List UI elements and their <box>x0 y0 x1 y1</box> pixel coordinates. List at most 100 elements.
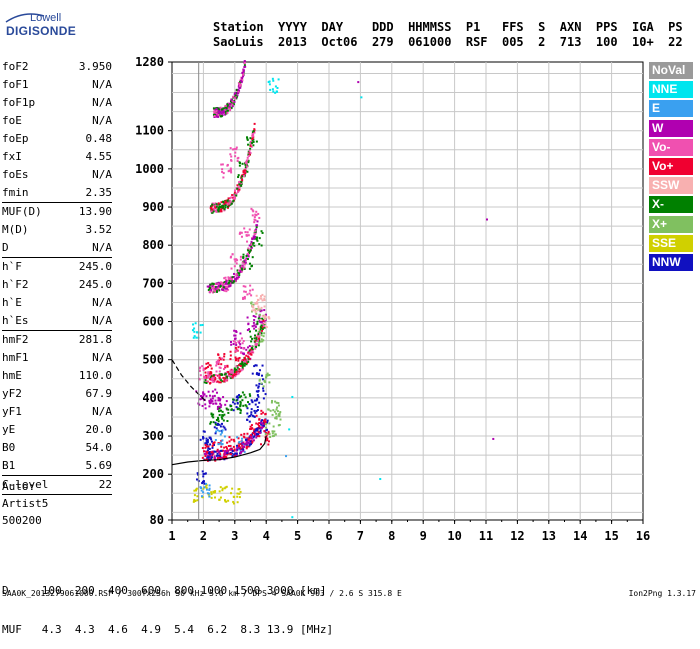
echo-point <box>236 446 239 449</box>
echo-point <box>247 415 250 418</box>
echo-point <box>240 369 243 372</box>
echo-point <box>242 296 245 299</box>
echo-point <box>265 432 268 435</box>
echo-point <box>209 421 212 424</box>
legend-item-ssw: SSW <box>649 177 693 195</box>
echo-point <box>205 380 208 383</box>
echo-point <box>255 301 258 304</box>
echo-point <box>246 407 249 410</box>
echo-point <box>204 403 207 406</box>
echo-point <box>216 457 219 460</box>
echo-point <box>219 402 222 405</box>
echo-point <box>257 337 260 340</box>
echo-point <box>224 455 227 458</box>
echo-point <box>234 342 237 345</box>
echo-point <box>248 349 251 352</box>
echo-point <box>258 313 261 316</box>
echo-point <box>214 432 217 435</box>
version-label: Ion2Png 1.3.17 <box>628 589 696 598</box>
echo-point <box>204 407 207 410</box>
echo-point <box>255 210 258 213</box>
echo-point <box>236 492 239 495</box>
echo-point <box>208 285 211 288</box>
echo-point <box>214 378 217 381</box>
echo-point <box>255 337 258 340</box>
echo-point <box>243 66 246 69</box>
echo-point <box>216 114 219 117</box>
echo-point <box>256 236 259 239</box>
param-name: B1 <box>2 459 16 472</box>
echo-point <box>255 364 258 367</box>
echo-point <box>203 381 206 384</box>
echo-point <box>241 441 244 444</box>
echo-point <box>236 395 239 398</box>
echo-point <box>219 398 222 401</box>
legend-item-vominus: Vo- <box>649 138 693 156</box>
echo-point <box>247 153 250 156</box>
echo-point <box>210 210 213 213</box>
echo-point <box>258 243 261 246</box>
echo-point <box>486 218 488 221</box>
echo-point <box>263 332 266 335</box>
echo-point <box>251 131 254 134</box>
echo-point <box>243 266 246 269</box>
echo-point <box>232 438 235 441</box>
echo-point <box>227 411 230 414</box>
echo-point <box>250 145 253 148</box>
echo-point <box>224 428 227 431</box>
echo-point <box>242 256 245 259</box>
echo-point <box>237 156 240 159</box>
echo-point <box>360 96 363 99</box>
echo-point <box>246 293 249 296</box>
echo-point <box>255 312 258 315</box>
echo-point <box>195 336 198 339</box>
param-separator <box>2 330 112 331</box>
echo-point <box>291 516 294 519</box>
param-value: 3.950 <box>78 60 112 73</box>
param-separator <box>2 202 112 203</box>
echo-point <box>221 111 224 114</box>
echo-point <box>221 439 224 442</box>
echo-point <box>246 418 249 421</box>
echo-point <box>223 413 226 416</box>
echo-point <box>226 377 229 380</box>
legend-item-sse: SSE <box>649 234 693 252</box>
echo-point <box>248 149 251 152</box>
echo-point <box>238 232 241 235</box>
echo-point <box>275 408 278 411</box>
echo-point <box>232 409 235 412</box>
echo-point <box>249 249 252 252</box>
x-tick-label: 11 <box>479 529 493 543</box>
param-value: 4.55 <box>85 150 113 163</box>
echo-point <box>215 203 218 206</box>
param-value: N/A <box>92 296 112 309</box>
echo-point <box>233 340 236 343</box>
echo-point <box>233 402 236 405</box>
echo-point <box>245 447 248 450</box>
legend-item-voplus: Vo+ <box>649 157 693 175</box>
echo-point <box>236 159 239 162</box>
echo-point <box>242 347 245 350</box>
echo-point <box>251 437 254 440</box>
echo-point <box>268 433 271 436</box>
echo-point <box>263 299 266 302</box>
echo-point <box>208 492 211 495</box>
echo-point <box>264 420 267 423</box>
echo-point <box>246 258 249 261</box>
echo-point <box>219 107 222 110</box>
param-value: N/A <box>92 78 112 91</box>
echo-point <box>254 219 257 222</box>
echo-point <box>243 443 246 446</box>
echo-point <box>251 337 254 340</box>
echo-point <box>211 203 214 206</box>
echo-point <box>209 287 212 290</box>
echo-point <box>204 455 207 458</box>
echo-point <box>240 270 243 273</box>
echo-point <box>263 305 266 308</box>
echo-point <box>214 459 217 462</box>
echo-point <box>221 204 224 207</box>
echo-point <box>207 456 210 459</box>
echo-point <box>255 384 258 387</box>
echo-point <box>201 323 204 326</box>
echo-point <box>239 79 242 82</box>
